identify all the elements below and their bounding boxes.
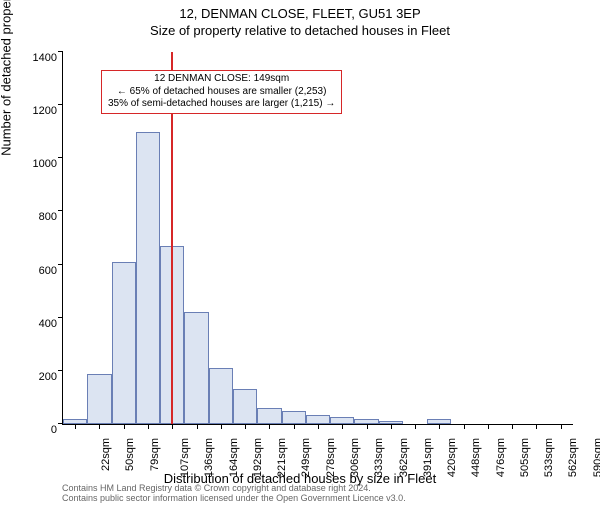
x-tick-mark — [488, 424, 489, 429]
x-tick-mark — [197, 424, 198, 429]
x-tick-mark — [294, 424, 295, 429]
y-tick-label: 1400 — [33, 52, 57, 64]
x-tick-mark — [536, 424, 537, 429]
x-tick-mark — [99, 424, 100, 429]
y-tick-mark — [58, 264, 63, 265]
annotation-line-2: ← 65% of detached houses are smaller (2,… — [108, 86, 335, 99]
x-tick-label: 22sqm — [100, 438, 112, 471]
histogram-bar — [330, 417, 354, 424]
y-tick-label: 200 — [39, 371, 57, 383]
annotation-line-3: 35% of semi-detached houses are larger (… — [108, 98, 335, 111]
chart-title-main: 12, DENMAN CLOSE, FLEET, GU51 3EP — [0, 6, 600, 21]
histogram-bar — [136, 132, 160, 424]
x-tick-mark — [439, 424, 440, 429]
x-tick-mark — [415, 424, 416, 429]
y-tick-label: 1200 — [33, 105, 57, 117]
x-tick-mark — [148, 424, 149, 429]
footnote: Contains HM Land Registry data © Crown c… — [62, 484, 406, 504]
x-tick-mark — [464, 424, 465, 429]
histogram-bar — [87, 374, 111, 424]
y-tick-label: 0 — [51, 424, 57, 436]
x-tick-mark — [391, 424, 392, 429]
x-tick-mark — [269, 424, 270, 429]
y-tick-mark — [58, 157, 63, 158]
x-tick-mark — [245, 424, 246, 429]
x-tick-mark — [367, 424, 368, 429]
y-tick-label: 800 — [39, 211, 57, 223]
x-tick-mark — [561, 424, 562, 429]
y-tick-label: 1000 — [33, 158, 57, 170]
x-tick-mark — [75, 424, 76, 429]
histogram-bar — [112, 262, 136, 424]
y-tick-mark — [58, 317, 63, 318]
y-tick-mark — [58, 104, 63, 105]
x-tick-mark — [512, 424, 513, 429]
y-tick-mark — [58, 370, 63, 371]
x-tick-mark — [221, 424, 222, 429]
histogram-bar — [209, 368, 233, 424]
histogram-bar — [282, 411, 306, 424]
histogram-bar — [257, 408, 281, 424]
footnote-line-2: Contains public sector information licen… — [62, 494, 406, 504]
histogram-bar — [184, 312, 208, 424]
x-tick-label: 79sqm — [149, 438, 161, 471]
y-tick-mark — [58, 210, 63, 211]
chart-container: 12, DENMAN CLOSE, FLEET, GU51 3EP Size o… — [0, 6, 600, 506]
x-tick-mark — [318, 424, 319, 429]
x-tick-mark — [172, 424, 173, 429]
y-tick-mark — [58, 51, 63, 52]
y-axis-label: Number of detached properties — [0, 0, 14, 156]
x-tick-mark — [124, 424, 125, 429]
plot-area: 020040060080010001200140022sqm50sqm79sqm… — [62, 52, 573, 425]
annotation-box: 12 DENMAN CLOSE: 149sqm← 65% of detached… — [101, 70, 342, 114]
x-tick-mark — [342, 424, 343, 429]
x-tick-label: 50sqm — [124, 438, 136, 471]
chart-title-sub: Size of property relative to detached ho… — [0, 23, 600, 38]
histogram-bar — [233, 389, 257, 424]
y-tick-label: 400 — [39, 318, 57, 330]
y-tick-label: 600 — [39, 265, 57, 277]
histogram-bar — [306, 415, 330, 424]
annotation-line-1: 12 DENMAN CLOSE: 149sqm — [108, 73, 335, 86]
